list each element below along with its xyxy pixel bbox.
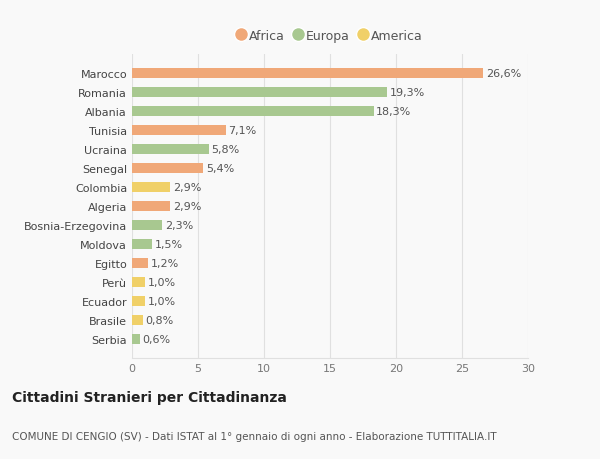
Text: 1,2%: 1,2% [151,258,179,269]
Text: 0,8%: 0,8% [145,315,173,325]
Bar [132,126,226,136]
Text: 1,0%: 1,0% [148,296,176,306]
Text: 1,0%: 1,0% [148,277,176,287]
Bar [132,296,145,307]
Text: COMUNE DI CENGIO (SV) - Dati ISTAT al 1° gennaio di ogni anno - Elaborazione TUT: COMUNE DI CENGIO (SV) - Dati ISTAT al 1°… [12,431,497,441]
Legend: Africa, Europa, America: Africa, Europa, America [232,25,428,48]
Bar [132,258,148,269]
Text: 26,6%: 26,6% [486,69,521,79]
Bar [132,315,143,325]
Text: 5,8%: 5,8% [211,145,239,155]
Bar [132,145,209,155]
Text: 1,5%: 1,5% [154,240,182,249]
Text: 0,6%: 0,6% [143,334,170,344]
Bar [132,277,145,287]
Bar [132,88,387,98]
Bar [132,202,170,212]
Text: 19,3%: 19,3% [389,88,425,98]
Bar [132,106,374,117]
Bar [132,69,483,79]
Text: 18,3%: 18,3% [376,107,412,117]
Text: 2,9%: 2,9% [173,183,201,193]
Text: 2,3%: 2,3% [165,220,193,230]
Bar [132,220,163,231]
Text: 7,1%: 7,1% [229,126,257,136]
Text: Cittadini Stranieri per Cittadinanza: Cittadini Stranieri per Cittadinanza [12,390,287,404]
Text: 2,9%: 2,9% [173,202,201,212]
Text: 5,4%: 5,4% [206,164,234,174]
Bar [132,334,140,344]
Bar [132,239,152,250]
Bar [132,163,203,174]
Bar [132,182,170,193]
